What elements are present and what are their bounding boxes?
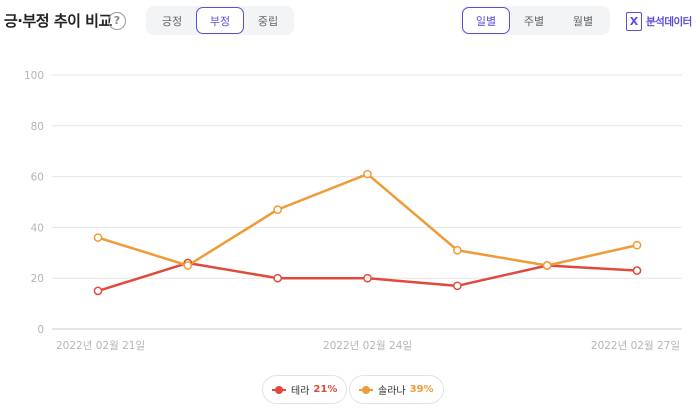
export-data-label: 분석데이터	[646, 15, 692, 28]
y-axis-ticks: 0 20 40 60 80 100	[24, 70, 44, 336]
legend-marker-icon	[359, 385, 373, 394]
data-point[interactable]	[273, 273, 283, 283]
legend-series-percent: 39%	[409, 384, 434, 395]
export-data-button[interactable]: X 분석데이터	[626, 10, 692, 32]
tab-weekly[interactable]: 주별	[523, 14, 545, 28]
data-point[interactable]	[183, 261, 193, 270]
data-point[interactable]	[632, 266, 642, 275]
series-points	[93, 169, 642, 296]
series-line-2	[97, 172, 638, 267]
x-tick-label: 2022년 02월 24일	[323, 339, 412, 352]
x-tick-label: 2022년 02월 21일	[56, 339, 145, 352]
sentiment-tab-group: 긍정 부정 중립	[146, 6, 294, 35]
period-tab-group: 일별 주별 월별	[460, 6, 610, 35]
data-point[interactable]	[93, 286, 103, 296]
y-tick-label: 20	[31, 273, 44, 285]
data-point[interactable]	[363, 273, 372, 283]
tab-neutral[interactable]: 중립	[257, 14, 279, 28]
tab-daily[interactable]: 일별	[462, 7, 510, 34]
help-icon[interactable]: ?	[108, 12, 126, 30]
chart-grid	[52, 74, 682, 330]
chart-title: 긍·부정 추이 비교	[4, 12, 112, 30]
legend-marker-icon	[272, 385, 286, 394]
data-point[interactable]	[93, 233, 103, 242]
chart-legend: 테라 21% 솔라나 39%	[0, 375, 700, 405]
legend-series-name: 솔라나	[378, 386, 406, 397]
data-point[interactable]	[452, 281, 462, 291]
series-lines	[97, 172, 638, 293]
legend-item-solana[interactable]: 솔라나 39%	[349, 375, 444, 404]
legend-series-name: 테라	[291, 386, 310, 397]
y-tick-label: 60	[31, 172, 44, 184]
excel-icon: X	[626, 11, 642, 31]
y-tick-label: 80	[31, 121, 44, 133]
data-point[interactable]	[632, 240, 642, 250]
y-tick-label: 40	[31, 222, 44, 234]
data-point[interactable]	[452, 245, 462, 255]
x-axis-ticks: 2022년 02월 21일 2022년 02월 24일 2022년 02월 27일	[56, 339, 680, 352]
tab-positive[interactable]: 긍정	[161, 14, 183, 28]
y-tick-label: 0	[37, 324, 44, 336]
data-point[interactable]	[363, 169, 372, 179]
chart-header: 긍·부정 추이 비교 ? 긍정 부정 중립 일별 주별 월별 X 분석데이터	[0, 0, 700, 44]
legend-series-percent: 21%	[313, 384, 338, 395]
y-tick-label: 100	[24, 70, 44, 82]
data-point[interactable]	[273, 205, 283, 214]
x-tick-label: 2022년 02월 27일	[591, 339, 680, 352]
legend-item-terra[interactable]: 테라 21%	[262, 375, 348, 404]
tab-monthly[interactable]: 월별	[572, 14, 594, 28]
data-point[interactable]	[542, 261, 552, 270]
tab-negative[interactable]: 부정	[196, 7, 244, 34]
